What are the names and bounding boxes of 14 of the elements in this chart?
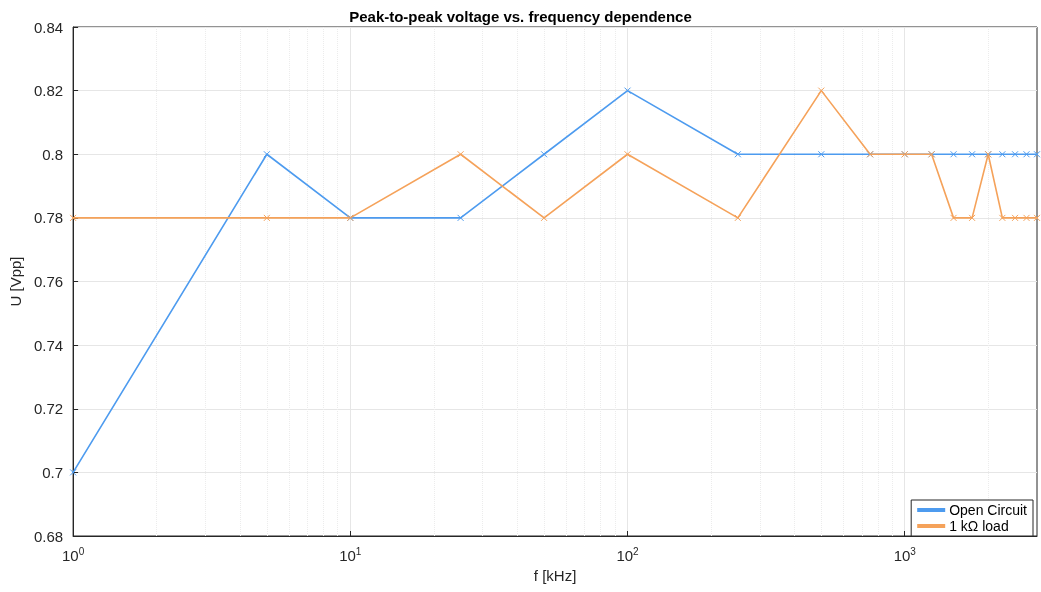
legend-label: Open Circuit	[949, 502, 1028, 518]
y-tick-label: 0.84	[33, 18, 64, 36]
chart-title: Peak-to-peak voltage vs. frequency dependence	[349, 8, 692, 25]
y-tick-label: 0.82	[33, 82, 64, 100]
y-tick-label: 0.76	[33, 273, 64, 290]
y-tick-label: 0.68	[33, 527, 64, 545]
y-tick-label: 0.8	[42, 145, 64, 163]
legend-label: 1 kΩ load	[949, 518, 1009, 534]
y-tick-label: 0.7	[42, 463, 64, 481]
y-tick-label: 0.74	[33, 336, 64, 354]
x-axis-title: f [kHz]	[533, 567, 577, 584]
y-axis-title: U [Vpp]	[7, 256, 24, 307]
y-tick-label: 0.72	[33, 400, 64, 418]
y-tick-label: 0.78	[33, 209, 64, 227]
